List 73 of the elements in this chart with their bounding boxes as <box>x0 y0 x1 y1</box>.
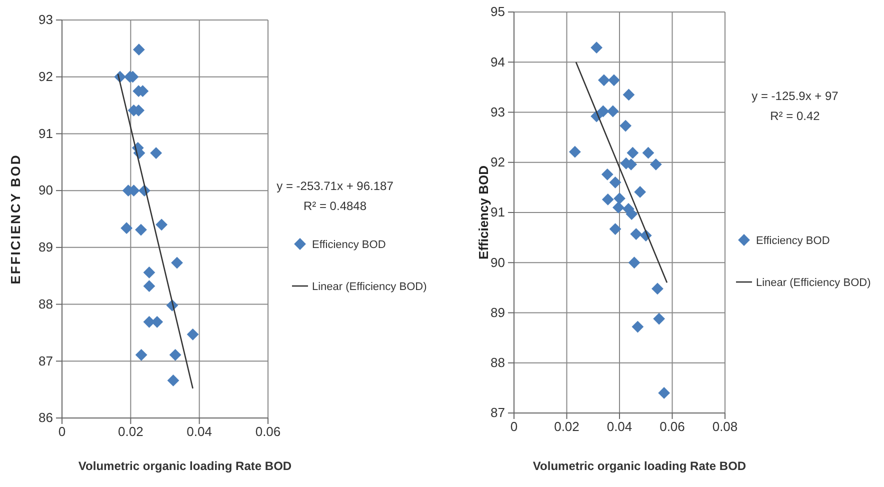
x-tick-label: 0.02 <box>554 419 580 434</box>
point <box>135 224 147 236</box>
text: R² = 0.4848 <box>303 199 367 213</box>
x-tick-label: 0 <box>510 419 518 434</box>
y-tick-label: 87 <box>490 405 505 420</box>
x-axis-title: Volumetric organic loading Rate BOD <box>532 459 746 473</box>
y-tick-label: 92 <box>38 69 53 84</box>
point <box>171 256 183 269</box>
legend-label: Efficiency BOD <box>756 235 830 247</box>
y-tick-label: 87 <box>38 353 53 368</box>
point <box>135 348 148 361</box>
y-axis-title: Efficiency BOD <box>476 166 491 260</box>
y-tick-label: 93 <box>490 104 505 120</box>
point <box>650 158 662 170</box>
point <box>132 44 145 56</box>
x-tick-label: 0 <box>58 424 66 440</box>
y-tick-label: 92 <box>490 154 505 170</box>
point <box>622 88 635 101</box>
point <box>628 256 640 269</box>
point <box>609 223 622 235</box>
y-tick-label: 91 <box>490 204 505 220</box>
point <box>598 74 610 86</box>
point <box>143 266 156 278</box>
legend-label: Linear (Efficiency BOD) <box>756 277 871 289</box>
point <box>568 146 581 158</box>
point <box>167 374 180 386</box>
point <box>597 105 610 118</box>
point <box>634 186 646 198</box>
y-tick-label: 88 <box>38 296 53 312</box>
x-tick-label: 0.04 <box>186 424 212 440</box>
point <box>630 228 642 240</box>
x-tick-label: 0.04 <box>606 419 632 434</box>
point <box>120 222 132 234</box>
point <box>652 282 664 295</box>
point <box>601 168 614 180</box>
point <box>632 320 644 333</box>
y-tick-label: 90 <box>490 254 505 270</box>
x-tick-label: 0.06 <box>255 424 281 440</box>
point <box>626 146 639 159</box>
point <box>653 312 666 325</box>
point <box>612 202 624 214</box>
point <box>590 42 602 54</box>
x-tick-label: 0.08 <box>712 419 738 434</box>
legend-label: Linear (Efficiency BOD) <box>312 281 427 293</box>
y-tick-label: 86 <box>38 410 53 426</box>
text: y = -125.9x + 97 <box>752 89 839 103</box>
y-tick-label: 93 <box>38 12 53 28</box>
point <box>642 146 654 159</box>
y-tick-label: 91 <box>38 126 53 141</box>
x-axis-title: Volumetric organic loading Rate BOD <box>78 459 292 473</box>
text: y = -253.71x + 96.187 <box>276 179 394 193</box>
point <box>609 176 622 188</box>
x-tick-label: 0.06 <box>660 419 685 434</box>
y-tick-label: 95 <box>490 4 505 20</box>
point <box>608 74 620 86</box>
x-tick-label: 0.02 <box>118 424 144 440</box>
y-tick-label: 89 <box>490 304 505 320</box>
point <box>143 280 156 292</box>
y-tick-label: 94 <box>490 54 505 70</box>
point <box>186 328 199 340</box>
y-tick-label: 90 <box>38 182 53 198</box>
point <box>602 194 614 206</box>
y-tick-label: 89 <box>38 240 53 255</box>
point <box>606 105 619 118</box>
y-axis-title: EFFICIENCY BOD <box>8 154 23 284</box>
text: R² = 0.42 <box>770 109 820 123</box>
point <box>169 348 182 361</box>
y-tick-label: 88 <box>490 355 505 370</box>
legend-label: Efficiency BOD <box>312 239 386 251</box>
point <box>150 147 162 159</box>
point <box>620 120 632 132</box>
point <box>658 387 670 399</box>
point <box>156 218 168 231</box>
